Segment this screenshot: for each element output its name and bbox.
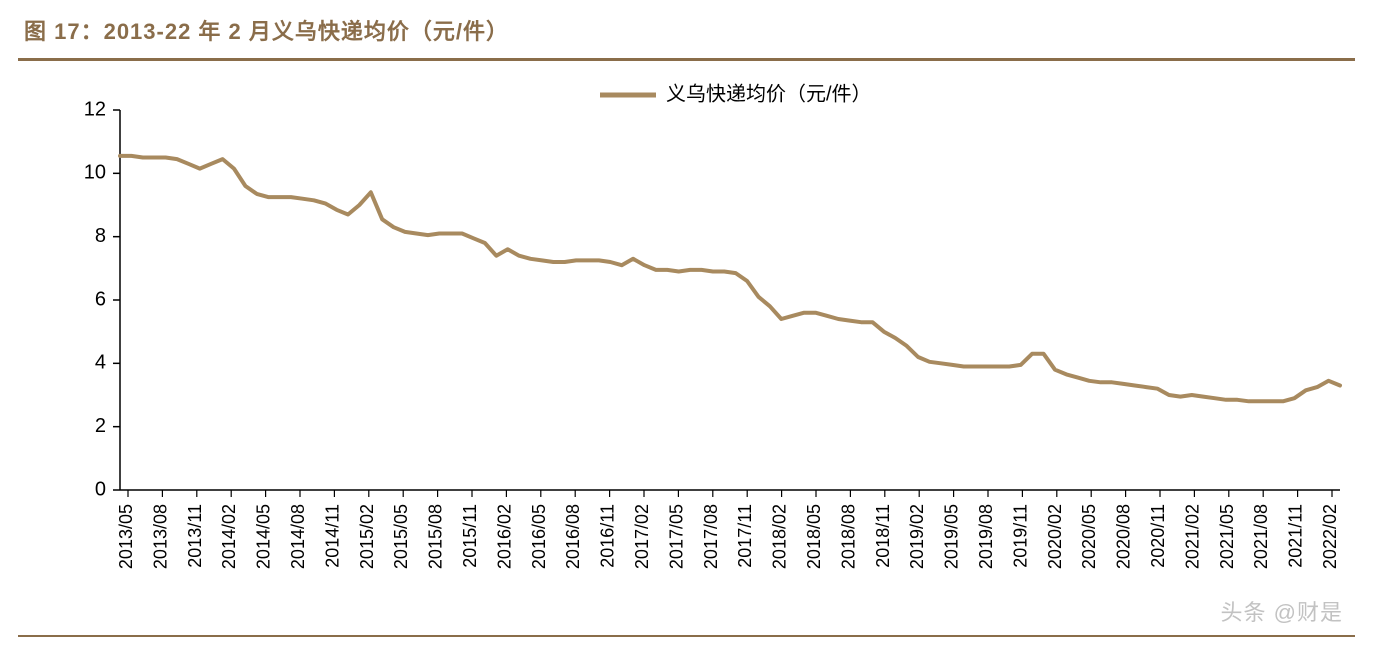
svg-text:2019/02: 2019/02 — [907, 504, 927, 569]
svg-text:2014/02: 2014/02 — [219, 504, 239, 569]
svg-text:4: 4 — [95, 352, 106, 374]
svg-text:2014/08: 2014/08 — [288, 504, 308, 569]
chart-figure: 图 17：2013-22 年 2 月义乌快递均价（元/件） 0246810122… — [0, 0, 1373, 653]
svg-text:8: 8 — [95, 225, 106, 247]
svg-text:义乌快递均价（元/件）: 义乌快递均价（元/件） — [666, 82, 872, 105]
svg-text:2021/05: 2021/05 — [1217, 504, 1237, 569]
svg-text:2014/11: 2014/11 — [322, 504, 342, 568]
svg-text:6: 6 — [95, 288, 106, 310]
svg-text:2016/05: 2016/05 — [529, 504, 549, 569]
svg-text:2: 2 — [95, 415, 106, 437]
svg-text:2013/08: 2013/08 — [150, 504, 170, 569]
svg-text:2016/02: 2016/02 — [494, 504, 514, 569]
svg-text:2016/08: 2016/08 — [563, 504, 583, 569]
svg-text:2020/08: 2020/08 — [1114, 504, 1134, 569]
svg-text:2015/11: 2015/11 — [460, 504, 480, 568]
svg-text:2020/02: 2020/02 — [1045, 504, 1065, 569]
svg-text:2018/11: 2018/11 — [873, 504, 893, 568]
svg-text:2019/05: 2019/05 — [942, 504, 962, 569]
bottom-rule — [18, 635, 1355, 637]
svg-text:2019/11: 2019/11 — [1010, 504, 1030, 568]
svg-text:2022/02: 2022/02 — [1320, 504, 1340, 569]
svg-text:0: 0 — [95, 478, 106, 500]
svg-text:2017/11: 2017/11 — [735, 504, 755, 568]
svg-text:2016/11: 2016/11 — [598, 504, 618, 568]
svg-text:2013/11: 2013/11 — [185, 504, 205, 568]
svg-text:2017/02: 2017/02 — [632, 504, 652, 569]
svg-text:2017/05: 2017/05 — [666, 504, 686, 569]
watermark-text: 头条 @财是 — [1221, 595, 1343, 627]
svg-text:2015/02: 2015/02 — [357, 504, 377, 569]
svg-text:2020/11: 2020/11 — [1148, 504, 1168, 568]
svg-text:12: 12 — [84, 98, 106, 120]
svg-text:2013/05: 2013/05 — [116, 504, 136, 569]
svg-text:2019/08: 2019/08 — [976, 504, 996, 569]
svg-text:2015/05: 2015/05 — [391, 504, 411, 569]
svg-text:2018/02: 2018/02 — [770, 504, 790, 569]
svg-text:2021/11: 2021/11 — [1286, 504, 1306, 568]
svg-text:2020/05: 2020/05 — [1079, 504, 1099, 569]
svg-text:2015/08: 2015/08 — [426, 504, 446, 569]
svg-text:2018/05: 2018/05 — [804, 504, 824, 569]
svg-text:2014/05: 2014/05 — [254, 504, 274, 569]
svg-text:2018/08: 2018/08 — [838, 504, 858, 569]
svg-text:2021/02: 2021/02 — [1182, 504, 1202, 569]
svg-text:2021/08: 2021/08 — [1251, 504, 1271, 569]
svg-text:2017/08: 2017/08 — [701, 504, 721, 569]
svg-text:10: 10 — [84, 162, 106, 184]
line-chart-svg: 0 2 4 6 8 10 12 2013/05 2013/08 2013/11 2014/02 201… — [0, 0, 1373, 653]
